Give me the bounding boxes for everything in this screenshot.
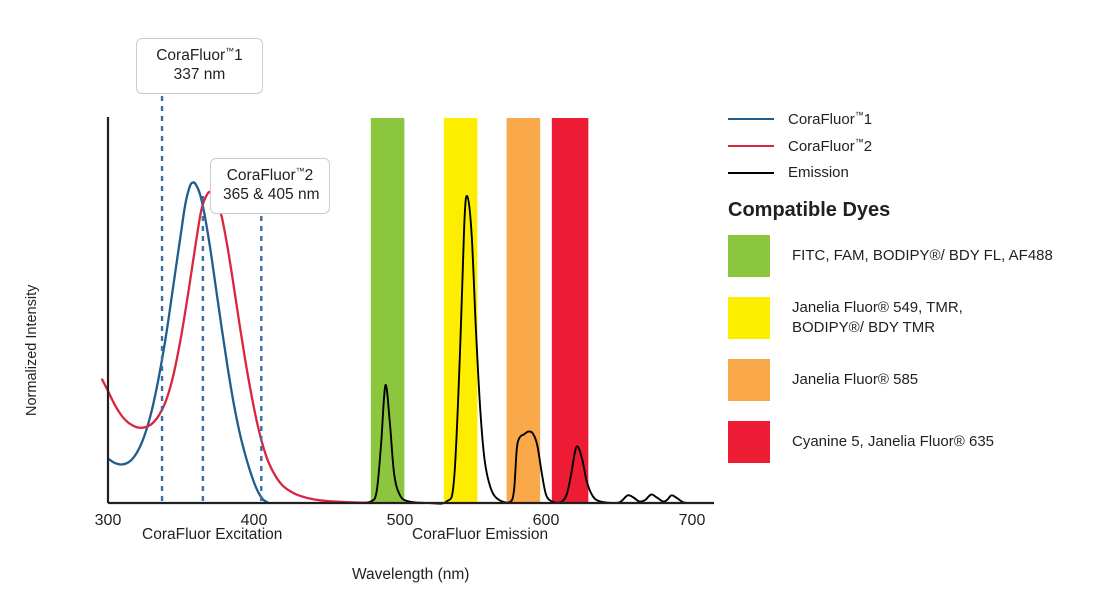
callout-corafluor1-value: 337 nm: [173, 66, 226, 84]
callout-corafluor2-title: CoraFluor™2: [223, 166, 317, 186]
legend-line-swatch: [728, 117, 774, 120]
callout1-name: CoraFluor: [156, 47, 226, 65]
compatible-dyes-list: FITC, FAM, BODIPY®/ BDY FL, AF488 Janelia…: [728, 235, 1108, 483]
legend-item-label: CoraFluor™1: [788, 110, 872, 128]
legend-label-main: CoraFluor: [788, 137, 855, 155]
callout-corafluor1-title: CoraFluor™1: [149, 46, 250, 66]
x-axis-tick-label: 700: [679, 512, 706, 529]
x-axis-tick-label: 500: [387, 512, 414, 529]
dye-label-line1: FITC, FAM, BODIPY®/ BDY FL, AF488: [792, 246, 1053, 264]
dye-label: Janelia Fluor® 585: [792, 370, 918, 390]
y-axis-label-text: Normalized Intensity: [24, 284, 40, 416]
spectra-chart: 300 400 500 600 700: [95, 86, 714, 529]
callout-corafluor2: CoraFluor™2 365 & 405 nm: [210, 158, 330, 214]
dye-color-swatch: [728, 297, 770, 339]
series-legend: CoraFluor™1 CoraFluor™2 Emission: [728, 105, 1108, 186]
legend-item-label: Emission: [788, 164, 849, 181]
legend-item: CoraFluor™1: [728, 105, 1108, 132]
dye-list-item: Cyanine 5, Janelia Fluor® 635: [728, 421, 1108, 463]
spectrum-curve: [101, 190, 372, 505]
dye-label-line2: BODIPY®/ BDY TMR: [792, 319, 936, 336]
dye-label: FITC, FAM, BODIPY®/ BDY FL, AF488: [792, 246, 1053, 266]
trademark-icon: ™: [854, 136, 864, 147]
legend-item: CoraFluor™2: [728, 132, 1108, 159]
trademark-icon: ™: [854, 109, 864, 120]
dye-label-line1: Janelia Fluor® 585: [792, 370, 919, 388]
compatible-dyes-heading: Compatible Dyes: [728, 199, 891, 221]
dye-list-item: Janelia Fluor® 549, TMR, BODIPY®/ BDY TMR: [728, 297, 1108, 339]
excitation-range-label: CoraFluor Excitation: [142, 526, 283, 543]
legend-line-swatch: [728, 144, 774, 147]
dye-list-item: Janelia Fluor® 585: [728, 359, 1108, 401]
x-axis-title: Wavelength (nm): [352, 566, 470, 583]
dye-list-item: FITC, FAM, BODIPY®/ BDY FL, AF488: [728, 235, 1108, 277]
trademark-icon: ™: [295, 166, 305, 176]
dye-label-line1: Cyanine 5, Janelia Fluor® 635: [792, 432, 995, 450]
legend-label-suffix: 2: [863, 137, 873, 155]
dye-color-swatch: [728, 235, 770, 277]
legend-item: Emission: [728, 159, 1108, 186]
dye-label: Cyanine 5, Janelia Fluor® 635: [792, 432, 994, 452]
callout2-name: CoraFluor: [226, 167, 296, 185]
legend-label-suffix: 1: [863, 110, 873, 128]
legend-label-main: Emission: [788, 164, 849, 181]
dye-band: [551, 118, 589, 503]
dye-color-swatch: [728, 359, 770, 401]
legend-item-label: CoraFluor™2: [788, 137, 872, 155]
chart-canvas: 300 400 500 600 700: [95, 86, 714, 529]
dye-label: Janelia Fluor® 549, TMR, BODIPY®/ BDY TMR: [792, 298, 963, 339]
dye-label-line1: Janelia Fluor® 549, TMR,: [792, 298, 963, 316]
spectrum-curve: [106, 181, 270, 505]
x-axis-tick-label: 400: [241, 512, 268, 529]
callout1-num: 1: [234, 47, 243, 65]
x-axis-tick-label: 300: [95, 512, 122, 529]
callout-corafluor1: CoraFluor™1 337 nm: [136, 38, 263, 94]
dye-color-swatch: [728, 421, 770, 463]
dye-band: [370, 118, 405, 503]
dye-band: [506, 118, 541, 503]
y-axis-label: Normalized Intensity: [0, 56, 40, 416]
callout2-num: 2: [304, 167, 314, 185]
x-axis-tick-label: 600: [533, 512, 560, 529]
emission-range-label: CoraFluor Emission: [412, 526, 549, 543]
callout-corafluor2-value: 365 & 405 nm: [223, 186, 320, 204]
legend-label-main: CoraFluor: [788, 110, 855, 128]
trademark-icon: ™: [225, 46, 235, 56]
legend-line-swatch: [728, 171, 774, 174]
